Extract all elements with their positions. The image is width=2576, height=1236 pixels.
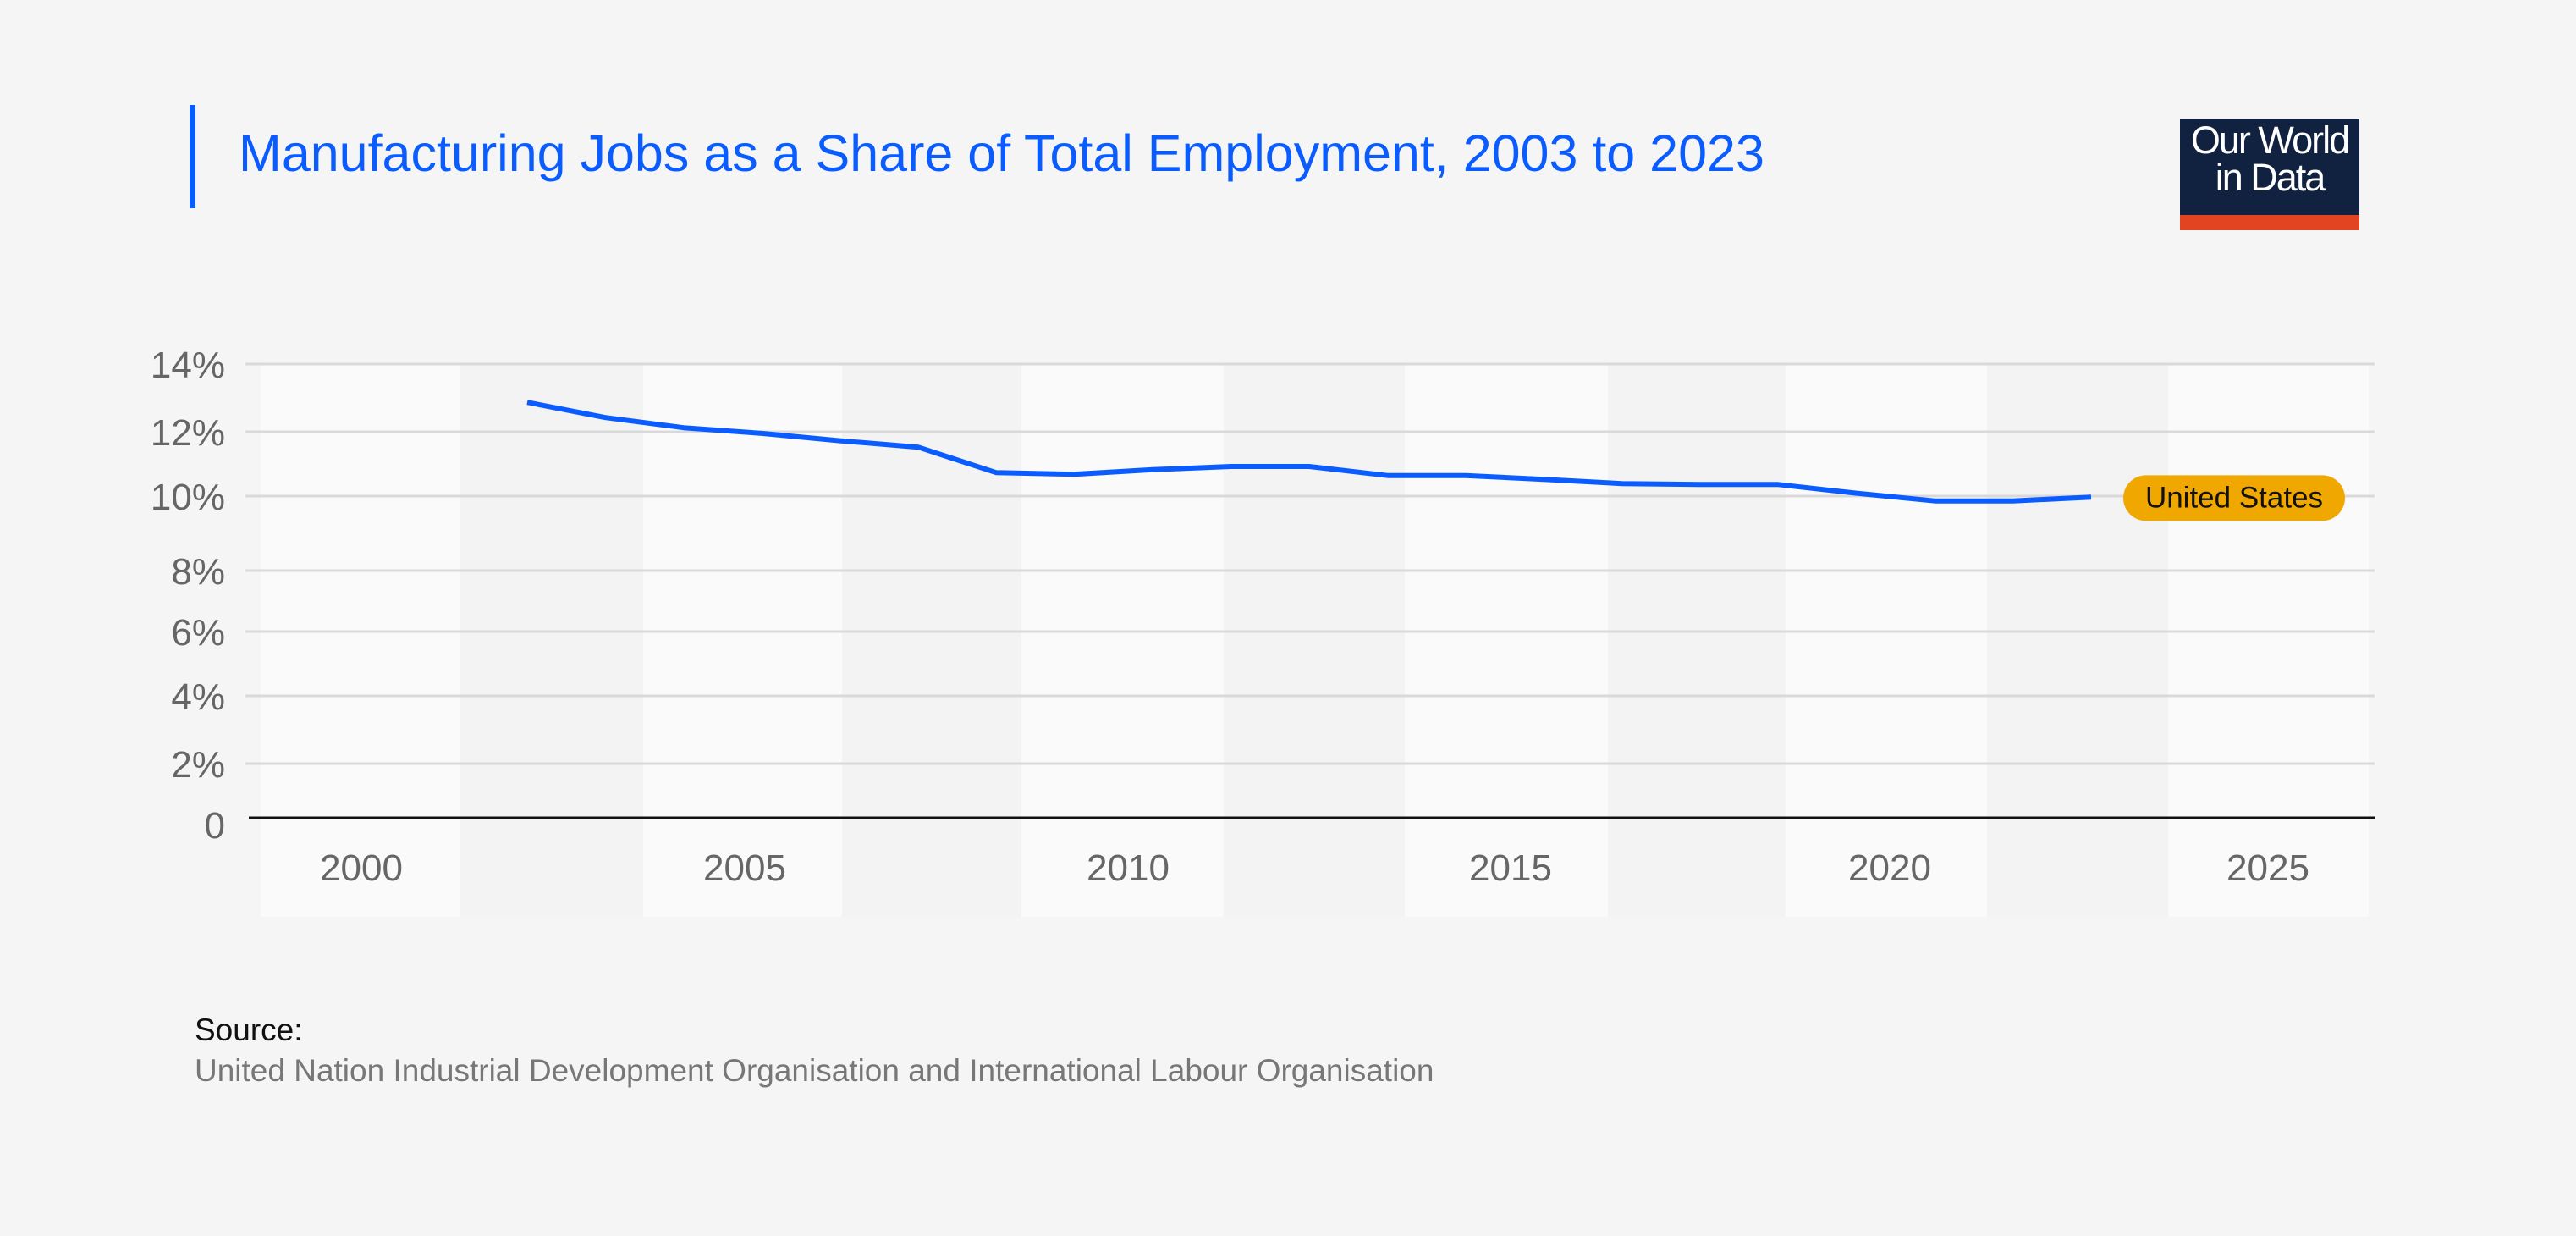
background-band — [1021, 364, 1224, 917]
chart-title: Manufacturing Jobs as a Share of Total E… — [239, 124, 1764, 182]
source-text: United Nation Industrial Development Org… — [195, 1053, 1434, 1088]
source-label: Source: — [195, 1013, 303, 1047]
series-label-pill — [2123, 475, 2345, 521]
y-tick-label: 12% — [151, 412, 225, 454]
background-band — [643, 364, 842, 917]
x-tick-label: 2005 — [703, 847, 786, 889]
y-tick-label: 6% — [171, 612, 225, 654]
background-band — [1786, 364, 1987, 917]
x-tick-label: 2000 — [320, 847, 403, 889]
x-tick-label: 2015 — [1469, 847, 1552, 889]
y-tick-label: 8% — [171, 551, 225, 593]
background-band — [2168, 364, 2369, 917]
title-accent-bar — [190, 105, 195, 208]
background-band — [1224, 364, 1405, 917]
series-label-text: United States — [2145, 481, 2323, 514]
background-band — [261, 364, 460, 917]
background-band — [1987, 364, 2168, 917]
x-tick-label: 2010 — [1087, 847, 1170, 889]
background-band — [460, 364, 643, 917]
y-tick-label: 0 — [205, 805, 225, 847]
background-band — [1405, 364, 1608, 917]
y-tick-label: 10% — [151, 477, 225, 518]
y-tick-label: 4% — [171, 676, 225, 718]
background-band — [842, 364, 1021, 917]
y-tick-label: 14% — [151, 345, 225, 386]
x-tick-label: 2020 — [1848, 847, 1931, 889]
background-band — [1608, 364, 1786, 917]
y-tick-label: 2% — [171, 744, 225, 786]
x-tick-label: 2025 — [2226, 847, 2309, 889]
our-world-in-data-logo: Our World in Data — [2180, 119, 2359, 230]
